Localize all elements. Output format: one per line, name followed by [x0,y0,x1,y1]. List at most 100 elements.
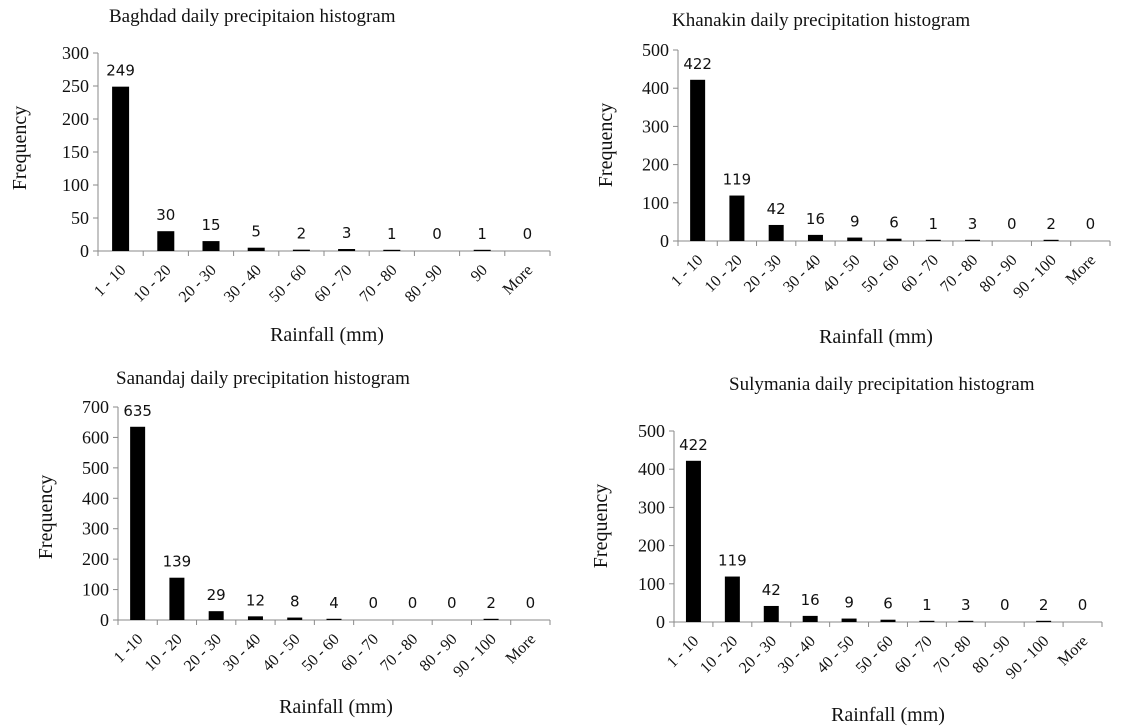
bar-4 [287,617,303,620]
x-tick-label: More [1063,252,1100,289]
data-label: 1 [387,225,397,243]
y-tick-label: 600 [82,427,109,447]
x-tick-label: 50 - 60 [266,262,310,306]
bar-5 [338,249,356,251]
bar-6 [925,239,941,241]
x-tick-label: 20 - 30 [176,262,220,306]
x-tick-label: 30 - 40 [775,633,819,677]
x-tick-label: 40 - 50 [259,631,303,675]
bar-5 [326,618,342,620]
y-tick-label: 400 [642,78,669,98]
x-tick-label: 30 - 40 [220,631,264,675]
y-tick-label: 100 [642,193,669,213]
x-tick-label: 40 - 50 [814,633,858,677]
y-tick-label: 0 [80,241,89,261]
bar-3 [802,615,818,622]
data-label: 2 [297,225,307,243]
chart-title: Baghdad daily precipitaion histogram [109,6,396,27]
data-label: 29 [207,586,226,604]
x-tick-label: 30 - 40 [221,262,265,306]
chart-title: Khanakin daily precipitation histogram [672,10,970,31]
x-axis-label: Rainfall (mm) [279,696,393,718]
data-label: 15 [201,216,220,234]
bar-8 [473,249,491,251]
x-tick-label: More [1055,633,1092,670]
bar-5 [880,619,896,622]
data-label: 2 [486,594,496,612]
y-axis-label: Frequency [590,484,612,568]
bar-2 [202,241,220,251]
y-tick-label: 100 [638,574,665,594]
x-tick-label: More [503,631,540,668]
x-tick-label: 10 - 20 [697,633,741,677]
data-label: 119 [718,552,747,570]
y-tick-label: 200 [642,155,669,175]
data-label: 1 [928,215,938,233]
bar-0 [130,426,146,620]
chart-title: Sulymania daily precipitation histogram [729,374,1035,395]
y-tick-label: 300 [638,497,665,517]
x-tick-label: 20 - 30 [181,631,225,675]
bar-0 [685,460,701,622]
y-axis-label: Frequency [9,106,31,190]
data-label: 0 [447,594,457,612]
x-tick-label: 70 - 80 [357,262,401,306]
x-tick-label: 70 - 80 [377,631,421,675]
bar-4 [292,249,310,251]
y-axis-label: Frequency [595,103,617,187]
x-tick-label: 50 - 60 [853,633,897,677]
x-tick-label: 10 - 20 [142,631,186,675]
data-label: 0 [408,594,418,612]
chart-panel-sanandaj: Sanandaj daily precipitation histogram Fr… [35,368,551,718]
x-tick-label: 10 - 20 [702,252,746,296]
y-tick-label: 300 [62,43,89,63]
data-label: 139 [163,553,192,571]
data-label: 12 [246,591,265,609]
data-label: 635 [123,402,152,420]
bar-3 [807,234,823,241]
data-label: 9 [844,594,854,612]
x-tick-label: 80 - 90 [402,262,446,306]
data-label: 0 [1007,215,1017,233]
y-tick-label: 300 [642,116,669,136]
x-tick-label: 60 - 70 [311,262,355,306]
bar-6 [383,249,401,251]
y-tick-label: 700 [82,397,109,417]
x-tick-label: 50 - 60 [299,631,343,675]
x-tick-label: 50 - 60 [859,252,903,296]
bar-0 [112,86,130,251]
bar-1 [724,576,740,622]
x-tick-label: 90 - 100 [1003,633,1053,683]
y-tick-label: 0 [100,610,109,630]
bar-2 [768,224,784,241]
chart-title: Sanandaj daily precipitation histogram [116,368,410,389]
x-tick-label: 60 - 70 [898,252,942,296]
data-label: 119 [723,171,752,189]
data-label: 3 [968,215,978,233]
bar-4 [841,618,857,622]
y-tick-label: 100 [62,175,89,195]
x-axis-label: Rainfall (mm) [819,326,933,348]
data-label: 42 [767,200,786,218]
y-tick-label: 500 [82,458,109,478]
x-tick-label: 60 - 70 [338,631,382,675]
bar-1 [157,231,175,251]
bar-3 [247,616,263,620]
y-tick-label: 200 [82,549,109,569]
bar-4 [847,237,863,241]
y-tick-label: 300 [82,519,109,539]
bar-7 [965,239,981,241]
y-tick-label: 50 [71,208,89,228]
data-label: 1 [922,596,932,614]
data-label: 2 [1046,215,1056,233]
data-label: 249 [106,62,135,80]
data-label: 0 [1086,215,1096,233]
data-label: 422 [679,436,708,454]
data-label: 0 [523,225,533,243]
bar-9 [1043,239,1059,241]
bar-5 [886,238,902,241]
x-tick-label: 1 - 10 [668,252,706,290]
y-tick-label: 150 [62,142,89,162]
data-label: 1 [477,225,487,243]
bar-2 [208,611,224,620]
